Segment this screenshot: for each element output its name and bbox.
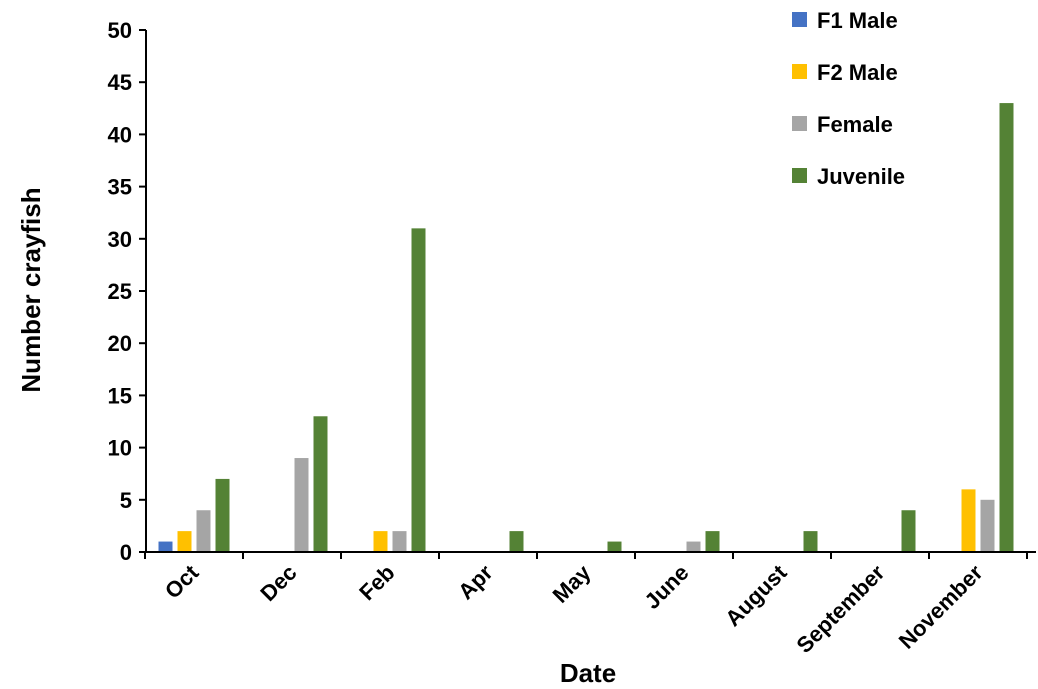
- y-tick-label: 15: [108, 383, 132, 408]
- y-axis-title: Number crayfish: [16, 187, 46, 392]
- bars-layer: [158, 103, 1014, 553]
- x-tick-label: Feb: [354, 560, 399, 605]
- bar: [392, 531, 407, 552]
- bar: [196, 510, 211, 552]
- x-tick-label: Apr: [453, 560, 498, 605]
- bar: [177, 531, 192, 552]
- bar: [901, 510, 916, 552]
- bar: [313, 416, 328, 552]
- y-tick-label: 30: [108, 227, 132, 252]
- bar: [705, 531, 720, 552]
- legend-swatch: [792, 168, 807, 183]
- bar: [961, 489, 976, 552]
- bar: [999, 103, 1014, 552]
- x-tick-label: Dec: [255, 560, 301, 606]
- bar: [803, 531, 818, 552]
- y-tick-label: 45: [108, 70, 132, 95]
- y-tick-label: 5: [120, 488, 132, 513]
- bar: [980, 499, 995, 552]
- legend: F1 Male F2 Male Female Juvenile: [792, 8, 905, 189]
- x-tick-label: September: [791, 560, 889, 658]
- legend-label: F1 Male: [817, 8, 898, 33]
- y-tick-label: 20: [108, 331, 132, 356]
- y-tick-label: 10: [108, 436, 132, 461]
- y-tick-label: 40: [108, 122, 132, 147]
- bar: [158, 541, 173, 552]
- legend-swatch: [792, 12, 807, 27]
- y-tick-label: 25: [108, 279, 132, 304]
- x-tick-label: May: [548, 559, 596, 607]
- bar: [686, 541, 701, 552]
- legend-label: F2 Male: [817, 60, 898, 85]
- x-tick-label: August: [720, 559, 792, 631]
- legend-label: Female: [817, 112, 893, 137]
- x-tick-label: June: [640, 560, 694, 614]
- legend-swatch: [792, 116, 807, 131]
- bar: [509, 531, 524, 552]
- y-tick-label: 50: [108, 18, 132, 43]
- bar: [294, 458, 309, 552]
- axes-layer: [145, 30, 1036, 553]
- legend-label: Juvenile: [817, 164, 905, 189]
- x-tick-label: Oct: [160, 559, 204, 603]
- x-axis-title: Date: [560, 658, 616, 688]
- bar: [607, 541, 622, 552]
- x-tick-label: November: [894, 560, 988, 654]
- bar: [373, 531, 388, 552]
- y-tick-label: 35: [108, 175, 132, 200]
- legend-swatch: [792, 64, 807, 79]
- bar: [215, 478, 230, 552]
- y-tick-label: 0: [120, 540, 132, 565]
- bar: [411, 228, 426, 553]
